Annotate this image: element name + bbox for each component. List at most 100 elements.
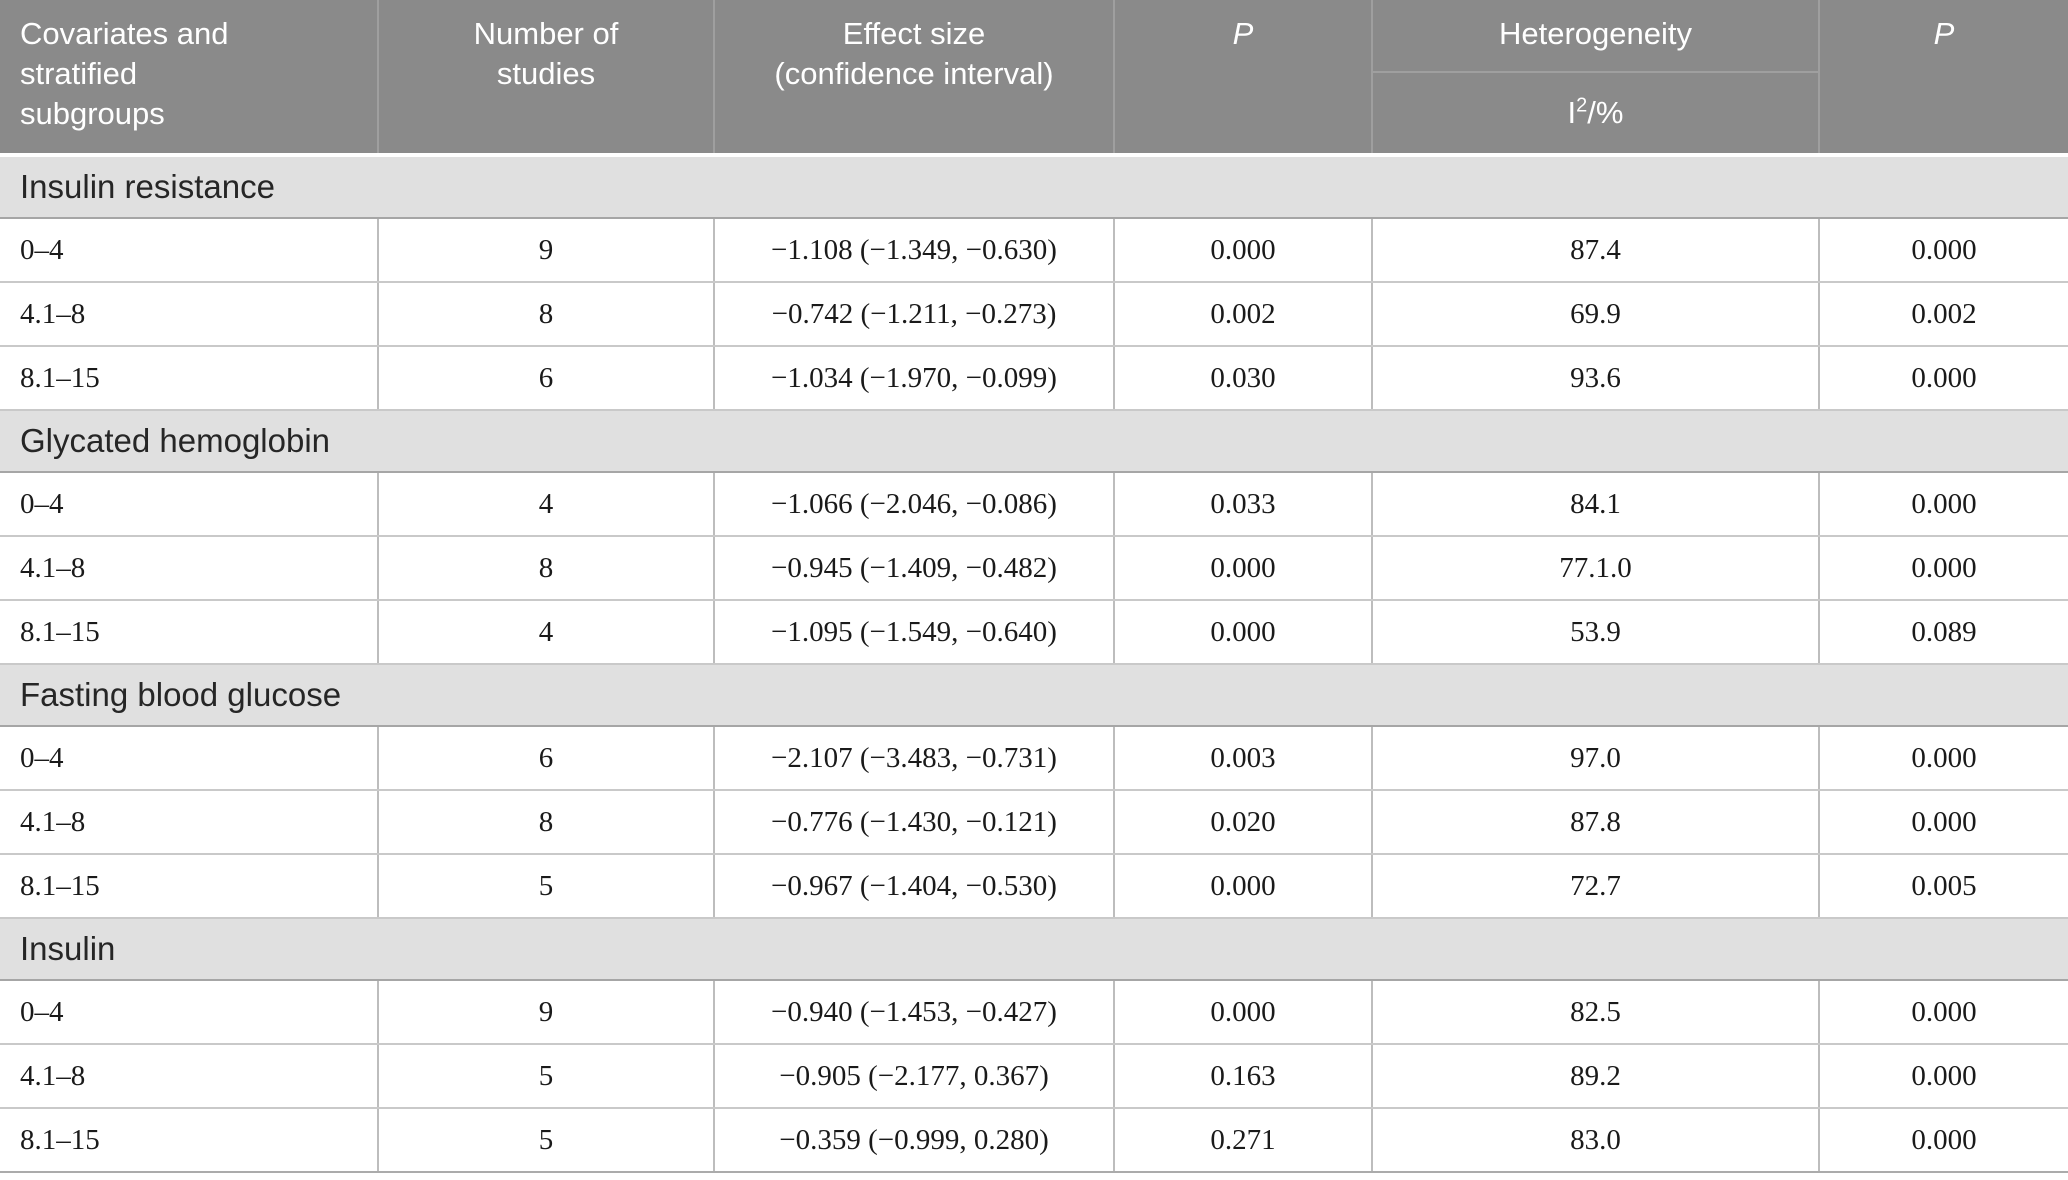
cell-p-value: 0.003: [1113, 726, 1372, 791]
cell-effect-size: −2.107 (−3.483, −0.731): [713, 726, 1114, 791]
cell-heterogeneity-p-value: 0.002: [1818, 282, 2068, 347]
cell-i2-percent: 72.7: [1371, 854, 1819, 919]
i2-sup: 2: [1576, 94, 1588, 117]
cell-heterogeneity-p-value: 0.000: [1818, 790, 2068, 855]
cell-number-of-studies: 4: [377, 600, 714, 665]
table-row: 8.1–15 6 −1.034 (−1.970, −0.099) 0.030 93.6 0…: [0, 346, 2068, 411]
cell-i2-percent: 93.6: [1371, 346, 1819, 411]
cell-number-of-studies: 9: [377, 218, 714, 283]
cell-number-of-studies: 8: [377, 282, 714, 347]
cell-subgroup: 0–4: [0, 726, 378, 791]
cell-heterogeneity-p-value: 0.000: [1818, 472, 2068, 537]
cell-p-value: 0.000: [1113, 600, 1372, 665]
cell-number-of-studies: 6: [377, 726, 714, 791]
cell-effect-size: −1.108 (−1.349, −0.630): [713, 218, 1114, 283]
cell-subgroup: 4.1–8: [0, 282, 378, 347]
cell-effect-size: −1.066 (−2.046, −0.086): [713, 472, 1114, 537]
cell-heterogeneity-p-value: 0.000: [1818, 1044, 2068, 1109]
section-title: Glycated hemoglobin: [0, 409, 2068, 473]
cell-number-of-studies: 8: [377, 790, 714, 855]
cell-effect-size: −0.359 (−0.999, 0.280): [713, 1108, 1114, 1173]
cell-subgroup: 0–4: [0, 472, 378, 537]
cell-p-value: 0.000: [1113, 980, 1372, 1045]
cell-number-of-studies: 9: [377, 980, 714, 1045]
cell-heterogeneity-p-value: 0.000: [1818, 346, 2068, 411]
cell-i2-percent: 87.8: [1371, 790, 1819, 855]
cell-p-value: 0.163: [1113, 1044, 1372, 1109]
section-title: Insulin resistance: [0, 153, 2068, 219]
table-row: 0–4 9 −0.940 (−1.453, −0.427) 0.000 82.5 0.00…: [0, 980, 2068, 1045]
header-row-1: Covariates and stratified subgroups Numb…: [0, 0, 2068, 155]
cell-heterogeneity-p-value: 0.000: [1818, 218, 2068, 283]
cell-effect-size: −0.742 (−1.211, −0.273): [713, 282, 1114, 347]
i2-base: I: [1567, 95, 1577, 130]
cell-i2-percent: 82.5: [1371, 980, 1819, 1045]
cell-p-value: 0.030: [1113, 346, 1372, 411]
cell-effect-size: −0.776 (−1.430, −0.121): [713, 790, 1114, 855]
section-row: Insulin resistance: [0, 153, 2068, 219]
header-number-of-studies: Number of studies: [377, 0, 714, 155]
cell-heterogeneity-p-value: 0.005: [1818, 854, 2068, 919]
cell-number-of-studies: 5: [377, 1108, 714, 1173]
table-row: 4.1–8 5 −0.905 (−2.177, 0.367) 0.163 89.2 0.0…: [0, 1044, 2068, 1109]
section-title: Insulin: [0, 917, 2068, 981]
cell-number-of-studies: 8: [377, 536, 714, 601]
table-row: 0–4 9 −1.108 (−1.349, −0.630) 0.000 87.4 0.00…: [0, 218, 2068, 283]
section-row: Glycated hemoglobin: [0, 409, 2068, 473]
section-row: Fasting blood glucose: [0, 663, 2068, 727]
cell-p-value: 0.002: [1113, 282, 1372, 347]
header-row-2: I2/%: [0, 72, 2068, 155]
cell-p-value: 0.020: [1113, 790, 1372, 855]
cell-effect-size: −0.940 (−1.453, −0.427): [713, 980, 1114, 1045]
cell-subgroup: 0–4: [0, 980, 378, 1045]
cell-heterogeneity-p-value: 0.000: [1818, 1108, 2068, 1173]
cell-heterogeneity-p-value: 0.000: [1818, 726, 2068, 791]
cell-effect-size: −1.095 (−1.549, −0.640): [713, 600, 1114, 665]
cell-heterogeneity-p-value: 0.089: [1818, 600, 2068, 665]
header-covariates: Covariates and stratified subgroups: [0, 0, 378, 155]
table-row: 8.1–15 5 −0.967 (−1.404, −0.530) 0.000 72.7 0…: [0, 854, 2068, 919]
header-heterogeneity: Heterogeneity: [1371, 0, 1819, 73]
cell-i2-percent: 87.4: [1371, 218, 1819, 283]
cell-heterogeneity-p-value: 0.000: [1818, 980, 2068, 1045]
cell-effect-size: −0.967 (−1.404, −0.530): [713, 854, 1114, 919]
table-row: 0–4 4 −1.066 (−2.046, −0.086) 0.033 84.1 0.00…: [0, 472, 2068, 537]
cell-number-of-studies: 5: [377, 1044, 714, 1109]
table-row: 4.1–8 8 −0.776 (−1.430, −0.121) 0.020 87.8 0.…: [0, 790, 2068, 855]
section-title: Fasting blood glucose: [0, 663, 2068, 727]
cell-i2-percent: 83.0: [1371, 1108, 1819, 1173]
cell-number-of-studies: 5: [377, 854, 714, 919]
cell-subgroup: 8.1–15: [0, 600, 378, 665]
header-effect-size: Effect size (confidence interval): [713, 0, 1114, 155]
cell-subgroup: 4.1–8: [0, 536, 378, 601]
i2-rest: /%: [1587, 95, 1624, 130]
table-header: Covariates and stratified subgroups Numb…: [0, 0, 2068, 155]
cell-i2-percent: 97.0: [1371, 726, 1819, 791]
cell-number-of-studies: 4: [377, 472, 714, 537]
cell-p-value: 0.000: [1113, 854, 1372, 919]
cell-p-value: 0.033: [1113, 472, 1372, 537]
cell-effect-size: −1.034 (−1.970, −0.099): [713, 346, 1114, 411]
table-row: 8.1–15 4 −1.095 (−1.549, −0.640) 0.000 53.9 0…: [0, 600, 2068, 665]
cell-number-of-studies: 6: [377, 346, 714, 411]
cell-effect-size: −0.905 (−2.177, 0.367): [713, 1044, 1114, 1109]
cell-subgroup: 4.1–8: [0, 1044, 378, 1109]
cell-i2-percent: 53.9: [1371, 600, 1819, 665]
header-heterogeneity-p-value: P: [1818, 0, 2068, 155]
cell-p-value: 0.000: [1113, 536, 1372, 601]
header-p-value: P: [1113, 0, 1372, 155]
section-row: Insulin: [0, 917, 2068, 981]
cell-subgroup: 0–4: [0, 218, 378, 283]
cell-p-value: 0.000: [1113, 218, 1372, 283]
table-row: 4.1–8 8 −0.945 (−1.409, −0.482) 0.000 77.1.0…: [0, 536, 2068, 601]
cell-subgroup: 8.1–15: [0, 1108, 378, 1173]
cell-p-value: 0.271: [1113, 1108, 1372, 1173]
cell-subgroup: 4.1–8: [0, 790, 378, 855]
table-row: 8.1–15 5 −0.359 (−0.999, 0.280) 0.271 83.0 0.…: [0, 1108, 2068, 1173]
cell-i2-percent: 89.2: [1371, 1044, 1819, 1109]
table-row: 0–4 6 −2.107 (−3.483, −0.731) 0.003 97.0 0.00…: [0, 726, 2068, 791]
cell-subgroup: 8.1–15: [0, 854, 378, 919]
cell-heterogeneity-p-value: 0.000: [1818, 536, 2068, 601]
